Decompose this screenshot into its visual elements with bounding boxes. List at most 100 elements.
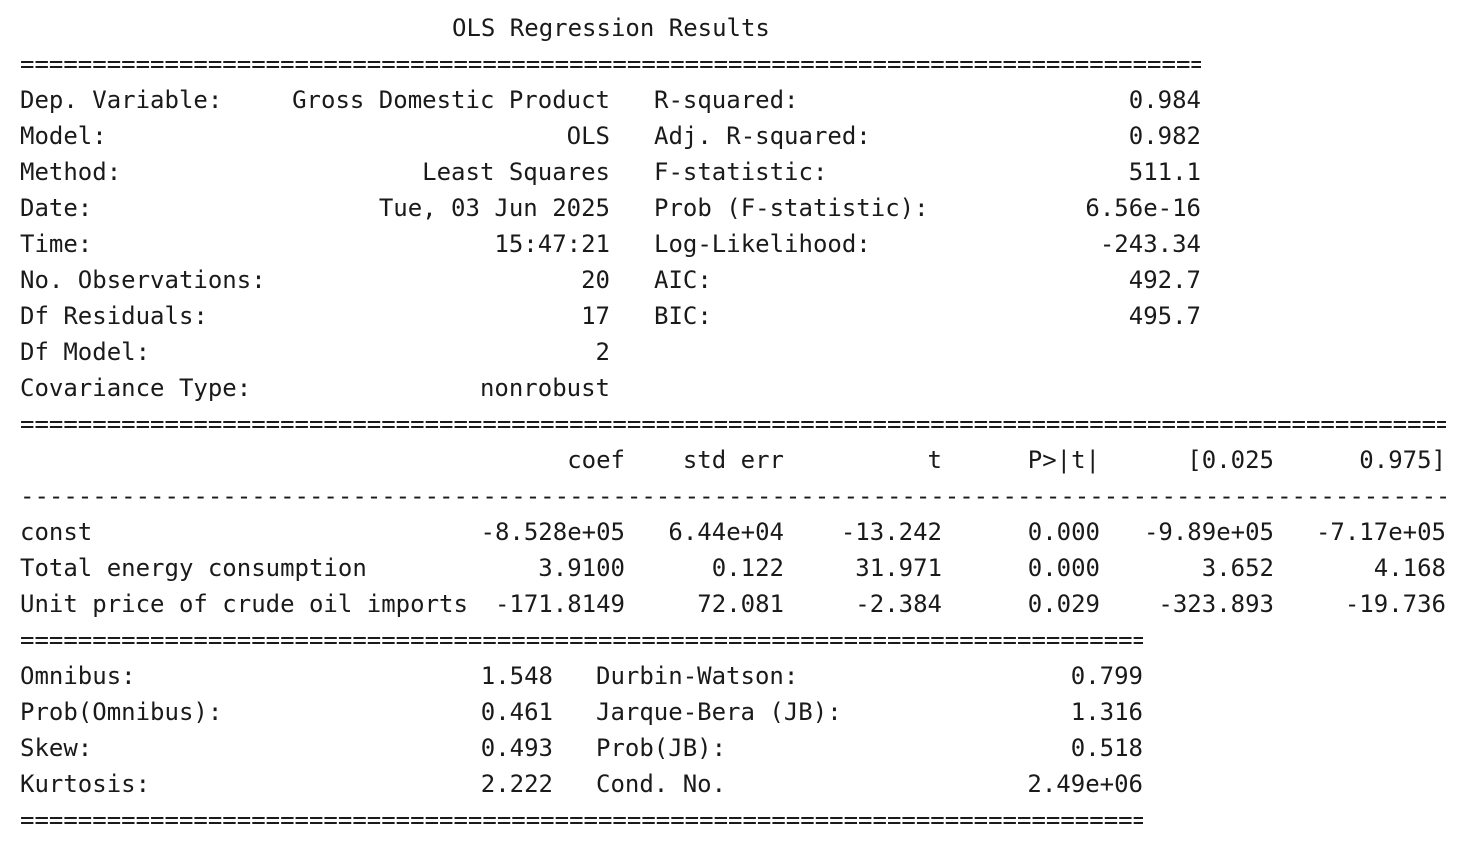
summary-left-value: nonrobust xyxy=(479,374,610,402)
summary-left-label: Dep. Variable: xyxy=(20,86,223,114)
summary-left-value: Gross Domestic Product xyxy=(292,86,610,114)
summary-right-value: 495.7 xyxy=(1128,302,1201,330)
diagnostics-right-label: Cond. No. xyxy=(596,770,727,798)
summary-row: No. Observations: 20 AIC: 492.7 xyxy=(0,262,1460,298)
title-text: OLS Regression Results xyxy=(452,14,770,42)
summary-left-value: 17 xyxy=(581,302,610,330)
table-cell: 0.029 xyxy=(1027,590,1100,618)
table-cell: -19.736 xyxy=(1344,590,1446,618)
table-cell: -9.89e+05 xyxy=(1143,518,1274,546)
summary-right-label: Log-Likelihood: xyxy=(654,230,871,258)
table-cell: -323.893 xyxy=(1158,590,1274,618)
results-title: OLS Regression Results xyxy=(0,10,1460,46)
coef-top-rule: ========================================… xyxy=(20,406,1446,442)
diagnostics-right-label: Prob(JB): xyxy=(596,734,727,762)
summary-left-label: Method: xyxy=(20,158,122,186)
diagnostics-right-label: Durbin-Watson: xyxy=(596,662,799,690)
row-name: Total energy consumption xyxy=(20,554,367,582)
diagnostics-top-rule: ========================================… xyxy=(20,622,1143,658)
coef-header-rule: ----------------------------------------… xyxy=(20,478,1446,514)
diagnostics-left-value: 1.548 xyxy=(480,662,553,690)
diagnostics-right-value: 0.518 xyxy=(1070,734,1143,762)
summary-left-label: Df Residuals: xyxy=(20,302,208,330)
summary-row: Method: Least Squares F-statistic: 511.1 xyxy=(0,154,1460,190)
column-header: coef xyxy=(567,446,625,474)
diagnostics-left-value: 2.222 xyxy=(480,770,553,798)
table-row: const -8.528e+05 6.44e+04 -13.242 0.000 … xyxy=(0,514,1460,550)
summary-right-label: BIC: xyxy=(654,302,712,330)
summary-row: Df Residuals: 17 BIC: 495.7 xyxy=(0,298,1460,334)
column-header: std err xyxy=(682,446,784,474)
summary-left-label: Df Model: xyxy=(20,338,151,366)
summary-right-label: Adj. R-squared: xyxy=(654,122,871,150)
diagnostics-left-label: Omnibus: xyxy=(20,662,136,690)
table-cell: -7.17e+05 xyxy=(1315,518,1446,546)
table-cell: -171.8149 xyxy=(494,590,625,618)
column-header: t xyxy=(927,446,942,474)
table-cell: 0.000 xyxy=(1027,554,1100,582)
table-cell: 6.44e+04 xyxy=(668,518,784,546)
summary-left-value: Tue, 03 Jun 2025 xyxy=(378,194,610,222)
diagnostics-right-label: Jarque-Bera (JB): xyxy=(596,698,842,726)
top-rule-text: ========================================… xyxy=(20,50,1201,78)
coef-header-rule-text: ----------------------------------------… xyxy=(20,482,1446,510)
summary-right-value: -243.34 xyxy=(1099,230,1201,258)
diagnostics-left-label: Prob(Omnibus): xyxy=(20,698,223,726)
summary-right-value: 511.1 xyxy=(1128,158,1201,186)
summary-left-label: Covariance Type: xyxy=(20,374,252,402)
summary-right-value: 6.56e-16 xyxy=(1085,194,1201,222)
table-cell: -2.384 xyxy=(855,590,942,618)
summary-left-value: OLS xyxy=(566,122,610,150)
top-rule: ========================================… xyxy=(20,46,1201,82)
summary-left-label: Time: xyxy=(20,230,93,258)
summary-right-value: 492.7 xyxy=(1128,266,1201,294)
row-name: Unit price of crude oil imports xyxy=(20,590,468,618)
diagnostics-left-value: 0.461 xyxy=(480,698,553,726)
column-header: 0.975] xyxy=(1359,446,1446,474)
diagnostics-right-value: 1.316 xyxy=(1070,698,1143,726)
table-cell: 3.9100 xyxy=(538,554,625,582)
summary-left-value: 2 xyxy=(595,338,610,366)
column-header: [0.025 xyxy=(1187,446,1274,474)
diagnostics-left-label: Kurtosis: xyxy=(20,770,151,798)
table-cell: 72.081 xyxy=(697,590,784,618)
table-row: Total energy consumption 3.9100 0.122 31… xyxy=(0,550,1460,586)
summary-row: Dep. Variable: Gross Domestic Product R-… xyxy=(0,82,1460,118)
summary-right-label: AIC: xyxy=(654,266,712,294)
row-name: const xyxy=(20,518,93,546)
bottom-rule: ========================================… xyxy=(20,802,1143,838)
table-cell: 0.000 xyxy=(1027,518,1100,546)
diagnostics-row: Omnibus: 1.548 Durbin-Watson: 0.799 xyxy=(0,658,1460,694)
table-cell: -8.528e+05 xyxy=(480,518,626,546)
diagnostics-right-value: 2.49e+06 xyxy=(1027,770,1143,798)
summary-left-value: Least Squares xyxy=(422,158,610,186)
table-cell: -13.242 xyxy=(840,518,942,546)
summary-left-label: Date: xyxy=(20,194,93,222)
summary-left-value: 20 xyxy=(581,266,610,294)
table-row: Unit price of crude oil imports -171.814… xyxy=(0,586,1460,622)
diagnostics-row: Prob(Omnibus): 0.461 Jarque-Bera (JB): 1… xyxy=(0,694,1460,730)
summary-row: Model: OLS Adj. R-squared: 0.982 xyxy=(0,118,1460,154)
table-cell: 0.122 xyxy=(711,554,784,582)
summary-left-label: Model: xyxy=(20,122,107,150)
coef-top-rule-text: ========================================… xyxy=(20,410,1446,438)
column-header: P>|t| xyxy=(1027,446,1100,474)
diagnostics-left-value: 0.493 xyxy=(480,734,553,762)
summary-row: Date: Tue, 03 Jun 2025 Prob (F-statistic… xyxy=(0,190,1460,226)
summary-row: Df Model: 2 xyxy=(0,334,1460,370)
summary-right-value: 0.984 xyxy=(1128,86,1201,114)
table-header-row: coef std err t P>|t| [0.025 0.975] xyxy=(0,442,1460,478)
summary-right-label: F-statistic: xyxy=(654,158,828,186)
summary-left-label: No. Observations: xyxy=(20,266,266,294)
summary-row: Time: 15:47:21 Log-Likelihood: -243.34 xyxy=(0,226,1460,262)
diagnostics-top-rule-text: ========================================… xyxy=(20,626,1143,654)
summary-left-value: 15:47:21 xyxy=(494,230,610,258)
table-cell: 4.168 xyxy=(1373,554,1446,582)
summary-right-label: R-squared: xyxy=(654,86,799,114)
summary-right-label: Prob (F-statistic): xyxy=(654,194,929,222)
diagnostics-row: Kurtosis: 2.222 Cond. No. 2.49e+06 xyxy=(0,766,1460,802)
diagnostics-right-value: 0.799 xyxy=(1070,662,1143,690)
table-cell: 31.971 xyxy=(855,554,942,582)
summary-right-value: 0.982 xyxy=(1128,122,1201,150)
